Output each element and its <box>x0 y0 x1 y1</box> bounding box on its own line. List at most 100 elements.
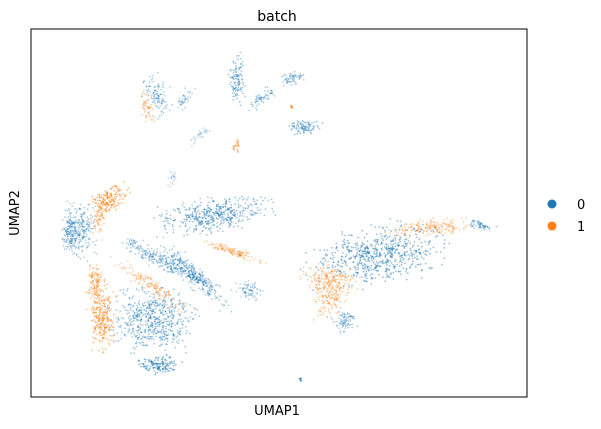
point-batch-0 <box>184 264 187 267</box>
point-batch-1 <box>237 144 240 146</box>
point-batch-1 <box>393 236 396 239</box>
point-batch-0 <box>176 253 179 255</box>
point-batch-1 <box>134 280 136 282</box>
point-batch-1 <box>155 291 158 294</box>
point-batch-0 <box>409 265 411 268</box>
point-batch-0 <box>347 326 349 329</box>
point-batch-0 <box>192 317 195 320</box>
point-batch-0 <box>384 267 387 270</box>
point-batch-0 <box>119 324 122 327</box>
point-batch-1 <box>149 106 152 108</box>
point-batch-0 <box>405 270 407 273</box>
point-batch-0 <box>156 71 159 74</box>
point-batch-0 <box>165 312 168 315</box>
point-batch-0 <box>168 262 171 265</box>
point-batch-1 <box>328 301 330 304</box>
point-batch-1 <box>96 212 99 215</box>
point-batch-1 <box>105 311 108 314</box>
point-batch-0 <box>161 97 164 100</box>
point-batch-0 <box>409 242 411 245</box>
point-batch-1 <box>153 286 155 289</box>
point-batch-0 <box>234 222 237 225</box>
point-batch-0 <box>182 263 185 266</box>
point-batch-1 <box>316 292 319 295</box>
point-batch-0 <box>152 256 155 258</box>
point-batch-1 <box>89 264 92 266</box>
point-batch-1 <box>98 204 101 207</box>
point-batch-0 <box>259 196 262 199</box>
point-batch-0 <box>140 256 143 259</box>
point-batch-0 <box>199 221 202 224</box>
point-batch-0 <box>147 333 150 336</box>
point-batch-0 <box>258 98 260 100</box>
point-batch-1 <box>158 295 161 298</box>
point-batch-0 <box>158 107 160 110</box>
point-batch-0 <box>135 345 138 348</box>
point-batch-0 <box>159 308 162 311</box>
point-batch-0 <box>476 220 479 223</box>
point-batch-0 <box>408 240 410 242</box>
point-batch-1 <box>120 196 123 199</box>
point-batch-0 <box>148 259 150 262</box>
point-batch-0 <box>163 255 166 257</box>
point-batch-0 <box>177 318 180 321</box>
point-batch-0 <box>204 293 207 296</box>
point-batch-0 <box>233 78 236 80</box>
point-batch-0 <box>393 267 396 270</box>
point-batch-1 <box>290 105 293 108</box>
point-batch-0 <box>307 122 310 125</box>
point-batch-0 <box>165 260 167 263</box>
point-batch-0 <box>331 254 334 256</box>
point-batch-0 <box>365 260 368 263</box>
point-batch-1 <box>107 201 109 204</box>
point-batch-0 <box>148 107 151 109</box>
point-batch-0 <box>151 313 154 315</box>
point-batch-0 <box>331 246 333 249</box>
point-batch-0 <box>193 228 196 230</box>
point-batch-0 <box>258 94 261 96</box>
point-batch-0 <box>298 78 301 81</box>
point-batch-1 <box>151 280 154 283</box>
point-batch-0 <box>169 217 172 220</box>
point-batch-0 <box>204 280 207 283</box>
point-batch-1 <box>148 113 151 116</box>
point-batch-1 <box>93 315 96 318</box>
point-batch-0 <box>293 125 296 127</box>
point-batch-1 <box>141 96 144 98</box>
point-batch-0 <box>161 304 163 307</box>
point-batch-0 <box>176 320 179 323</box>
point-batch-0 <box>156 318 159 321</box>
point-batch-0 <box>66 222 69 224</box>
point-batch-0 <box>171 297 174 300</box>
point-batch-0 <box>356 251 359 254</box>
point-batch-0 <box>177 263 180 265</box>
point-batch-0 <box>188 216 190 219</box>
point-batch-1 <box>143 287 146 289</box>
point-batch-1 <box>108 339 111 342</box>
point-batch-0 <box>239 88 242 91</box>
point-batch-0 <box>173 262 176 265</box>
point-batch-1 <box>299 278 302 280</box>
point-batch-0 <box>77 255 80 258</box>
point-batch-1 <box>97 211 100 214</box>
point-batch-0 <box>214 212 216 215</box>
point-batch-0 <box>228 218 230 220</box>
point-batch-0 <box>171 368 174 371</box>
point-batch-0 <box>204 208 207 211</box>
point-batch-0 <box>350 256 352 259</box>
point-batch-1 <box>151 108 154 111</box>
point-batch-0 <box>176 323 178 325</box>
point-batch-1 <box>328 311 331 314</box>
point-batch-0 <box>238 215 241 218</box>
point-batch-0 <box>148 255 151 258</box>
point-batch-1 <box>106 192 109 195</box>
point-batch-1 <box>306 278 309 281</box>
point-batch-0 <box>173 267 175 269</box>
point-batch-0 <box>69 240 72 243</box>
point-batch-0 <box>194 218 197 221</box>
point-batch-0 <box>175 255 178 257</box>
point-batch-0 <box>143 308 145 311</box>
point-batch-1 <box>106 201 109 204</box>
point-batch-0 <box>155 357 157 359</box>
point-batch-0 <box>347 315 350 318</box>
